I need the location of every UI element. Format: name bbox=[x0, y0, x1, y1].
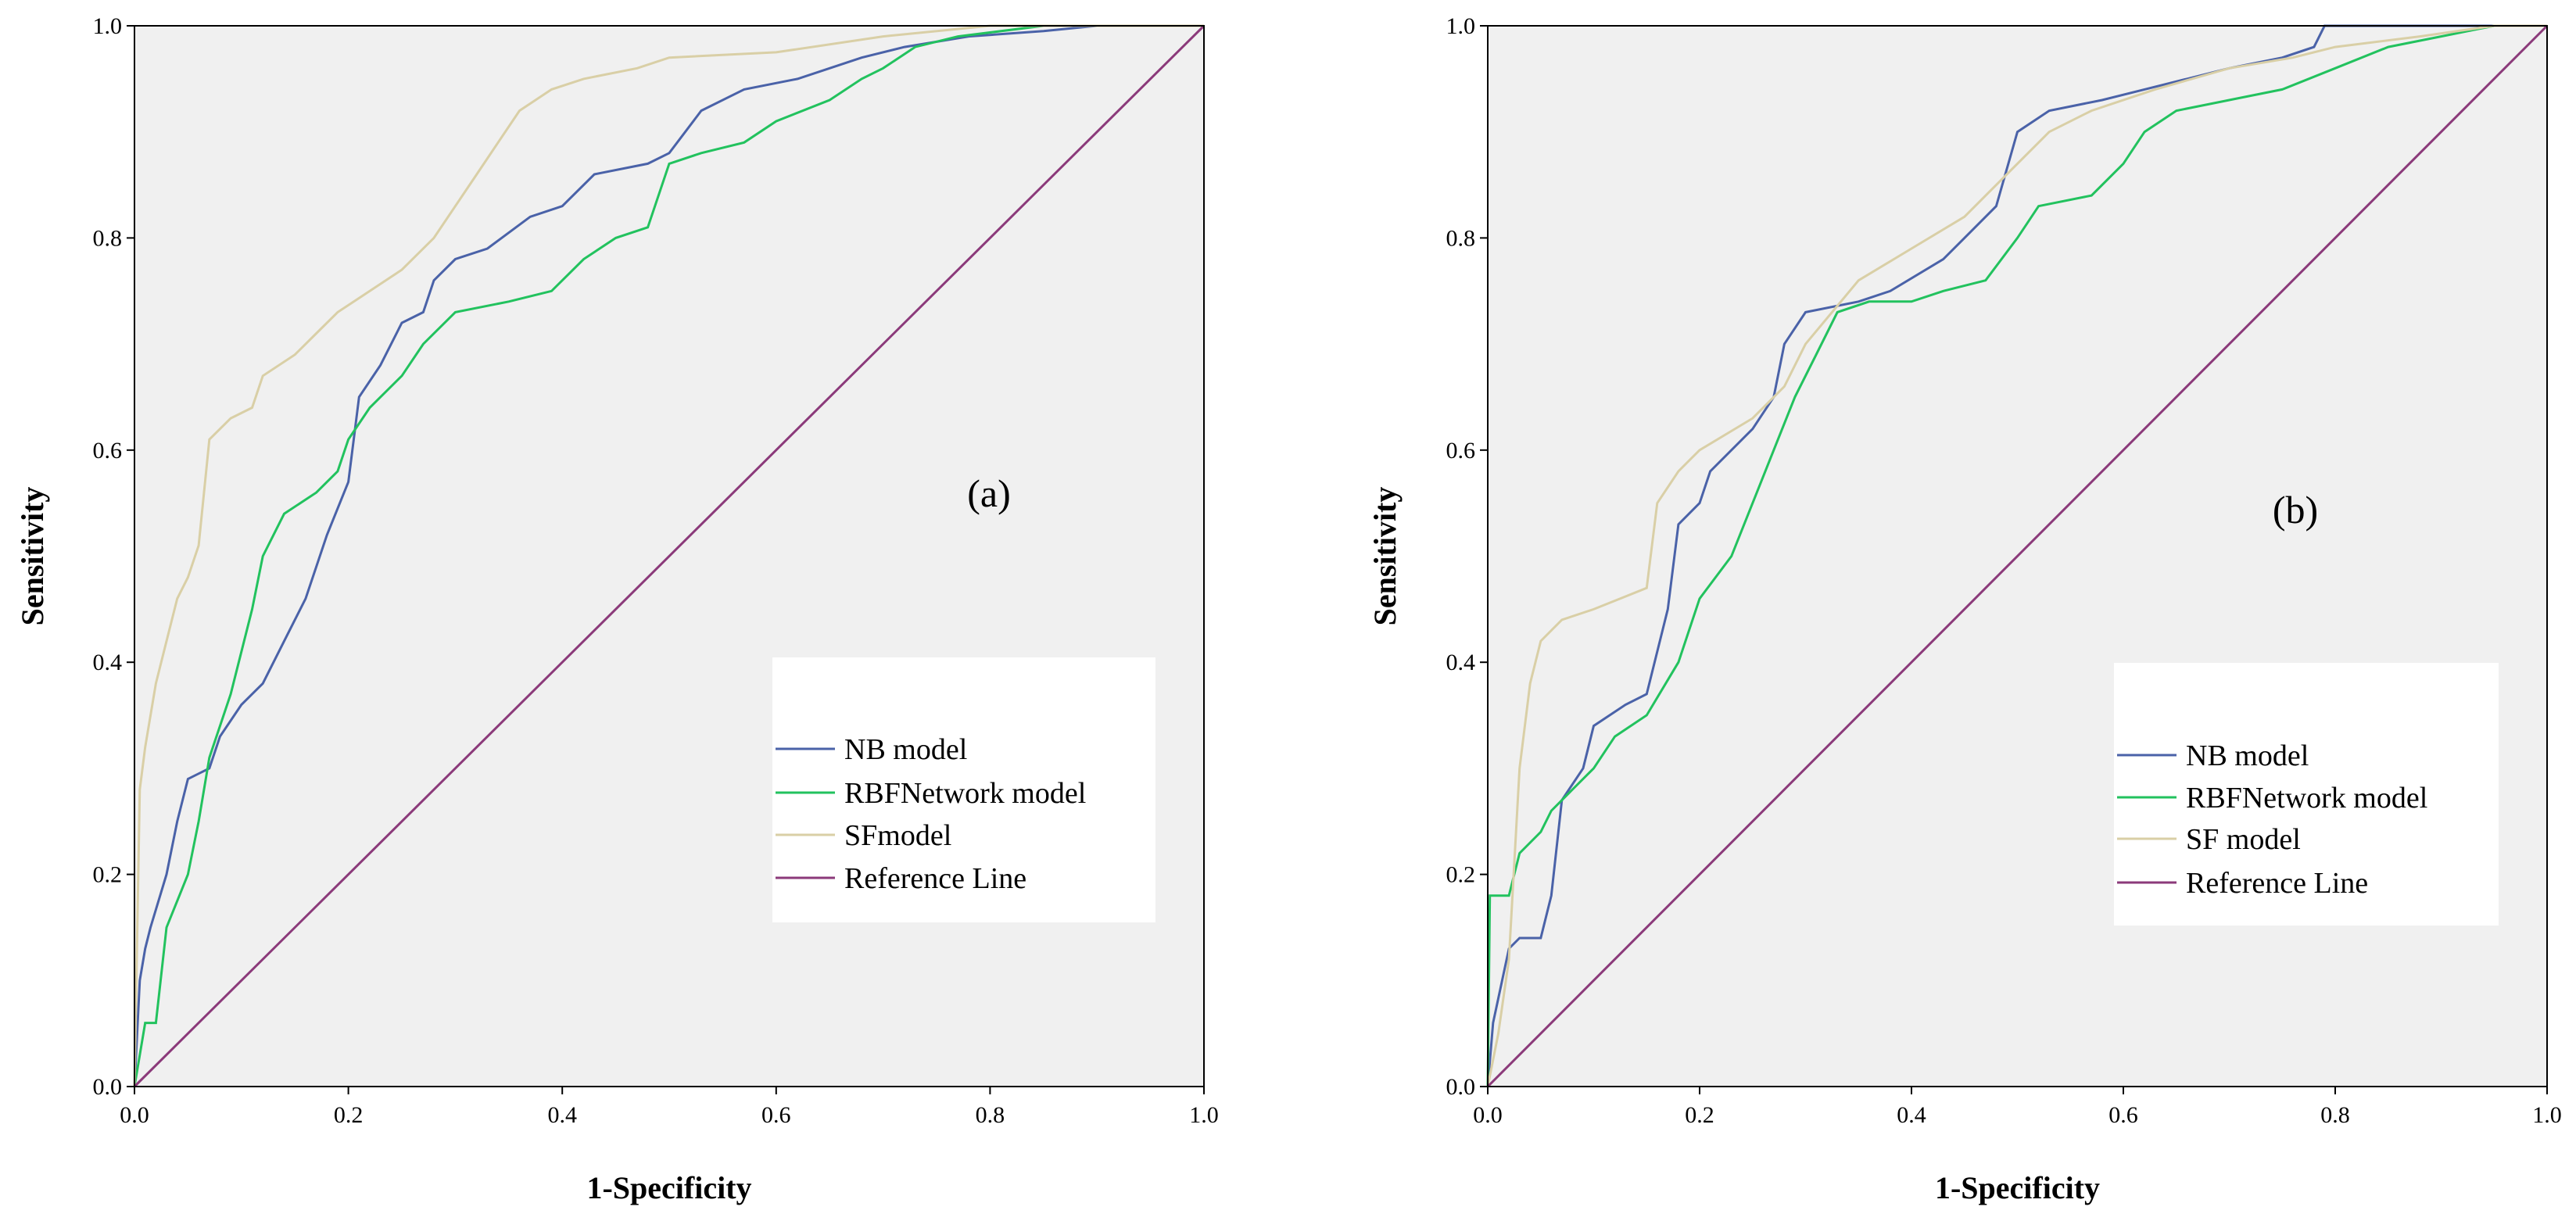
y-axis-title: Sensitivity bbox=[1367, 487, 1403, 626]
x-tick-label: 0.2 bbox=[334, 1102, 364, 1128]
legend-box bbox=[772, 657, 1155, 922]
x-tick-label: 0.0 bbox=[1473, 1102, 1503, 1128]
panel-label: (b) bbox=[2273, 488, 2318, 532]
x-tick-label: 0.2 bbox=[1685, 1102, 1714, 1128]
x-tick-label: 0.4 bbox=[1897, 1102, 1926, 1128]
series-line-rbfnetwork-model bbox=[1486, 24, 2547, 1087]
x-tick-label: 1.0 bbox=[2532, 1102, 2562, 1128]
x-tick-label: 1.0 bbox=[1189, 1102, 1219, 1128]
x-tick-label: 0.6 bbox=[2108, 1102, 2138, 1128]
panel-label: (a) bbox=[967, 471, 1011, 515]
y-tick-label: 0.0 bbox=[93, 1074, 123, 1100]
y-tick-label: 0.4 bbox=[93, 650, 123, 675]
y-axis-title: Sensitivity bbox=[15, 487, 50, 626]
y-tick-label: 1.0 bbox=[93, 13, 123, 39]
y-tick-label: 0.6 bbox=[1446, 438, 1476, 464]
series-line-sfmodel bbox=[133, 24, 1204, 1087]
legend-label: SF model bbox=[2186, 823, 2301, 856]
legend-label: Reference Line bbox=[844, 862, 1026, 895]
legend-label: Reference Line bbox=[2186, 867, 2368, 900]
axes-frame bbox=[134, 25, 1205, 1087]
series-line-reference-line bbox=[1486, 24, 2549, 1088]
x-tick-label: 0.8 bbox=[2320, 1102, 2350, 1128]
legend: NB model RBFNetwork model SFmodel Reference… bbox=[772, 657, 1155, 922]
y-tick-label: 0.8 bbox=[93, 225, 123, 251]
y-tick-label: 0.2 bbox=[93, 862, 123, 888]
axes-frame bbox=[1487, 25, 2548, 1087]
legend-box bbox=[2114, 663, 2499, 926]
y-tick-label: 0.6 bbox=[93, 438, 123, 464]
series-line-sf-model bbox=[1486, 24, 2547, 1087]
roc-panel-a: 0.0 0.2 0.4 0.6 0.8 1.0 0.0 0.2 0.4 0.6 0.8 1.0 1-Sp… bbox=[15, 13, 1219, 1205]
y-tick-label: 0.4 bbox=[1446, 650, 1476, 675]
series-line-nb-model bbox=[133, 24, 1204, 1087]
series-line-rbfnetwork-model bbox=[133, 24, 1204, 1087]
x-tick-label: 0.6 bbox=[761, 1102, 791, 1128]
x-axis-title: 1-Specificity bbox=[586, 1170, 751, 1205]
legend-label: RBFNetwork model bbox=[2186, 782, 2427, 815]
legend-label: SFmodel bbox=[844, 819, 951, 852]
x-tick-label: 0.0 bbox=[120, 1102, 149, 1128]
y-tick-label: 0.8 bbox=[1446, 225, 1476, 251]
legend-label: RBFNetwork model bbox=[844, 777, 1086, 810]
legend: NB model RBFNetwork model SF model Referenc… bbox=[2114, 663, 2499, 926]
roc-panel-b: 0.0 0.2 0.4 0.6 0.8 1.0 0.0 0.2 0.4 0.6 0.8 1.0 1-Sp… bbox=[1367, 13, 2562, 1205]
x-tick-label: 0.8 bbox=[976, 1102, 1005, 1128]
y-tick-label: 1.0 bbox=[1446, 13, 1476, 39]
series-line-reference-line bbox=[133, 24, 1206, 1088]
x-axis-title: 1-Specificity bbox=[1935, 1170, 2100, 1205]
y-tick-label: 0.2 bbox=[1446, 862, 1476, 888]
legend-label: NB model bbox=[2186, 739, 2309, 772]
legend-label: NB model bbox=[844, 733, 967, 766]
y-tick-label: 0.0 bbox=[1446, 1074, 1476, 1100]
x-tick-label: 0.4 bbox=[547, 1102, 577, 1128]
